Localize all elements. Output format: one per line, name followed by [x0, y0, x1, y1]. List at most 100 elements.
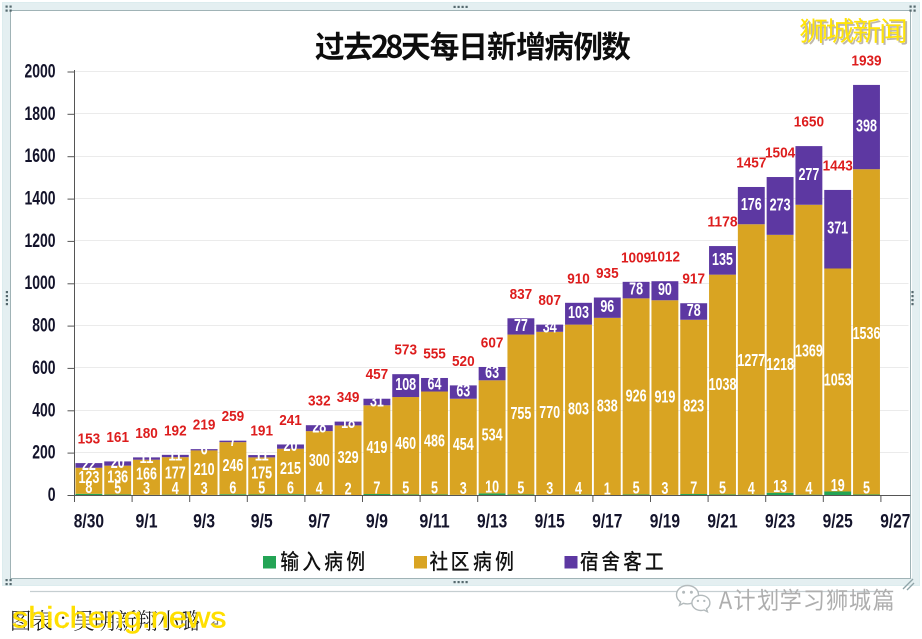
svg-text:31: 31: [370, 391, 384, 411]
svg-text:18: 18: [341, 412, 355, 432]
svg-text:926: 926: [626, 386, 647, 406]
svg-text:1536: 1536: [853, 323, 881, 343]
svg-text:13: 13: [773, 476, 787, 496]
svg-text:9/27: 9/27: [880, 512, 910, 533]
svg-text:919: 919: [654, 387, 675, 407]
svg-text:9/9: 9/9: [366, 512, 388, 533]
svg-text:2: 2: [345, 478, 352, 498]
svg-text:90: 90: [658, 279, 672, 299]
svg-text:9/19: 9/19: [650, 512, 680, 533]
svg-text:246: 246: [222, 455, 243, 475]
svg-text:78: 78: [687, 300, 701, 320]
svg-text:1009: 1009: [621, 249, 651, 266]
svg-text:6: 6: [287, 478, 294, 498]
svg-text:5: 5: [114, 478, 121, 498]
svg-text:457: 457: [366, 366, 389, 383]
svg-text:64: 64: [428, 373, 442, 393]
svg-text:103: 103: [568, 302, 589, 322]
svg-text:19: 19: [831, 475, 845, 495]
svg-text:153: 153: [78, 431, 101, 448]
svg-text:935: 935: [596, 265, 619, 282]
svg-text:419: 419: [366, 437, 387, 457]
svg-text:917: 917: [682, 271, 705, 288]
svg-text:823: 823: [683, 396, 704, 416]
svg-text:9/3: 9/3: [193, 512, 215, 533]
svg-text:8: 8: [85, 477, 92, 497]
svg-text:4: 4: [575, 478, 582, 498]
svg-text:1800: 1800: [25, 104, 56, 125]
svg-text:1218: 1218: [766, 354, 794, 374]
svg-text:1038: 1038: [709, 374, 737, 394]
svg-text:460: 460: [395, 433, 416, 453]
svg-text:191: 191: [250, 423, 273, 440]
svg-text:210: 210: [194, 459, 215, 479]
svg-text:573: 573: [394, 342, 417, 359]
svg-text:0: 0: [48, 485, 56, 506]
svg-text:9/11: 9/11: [419, 512, 450, 533]
svg-text:1178: 1178: [707, 214, 737, 231]
svg-text:803: 803: [568, 398, 589, 418]
svg-text:1650: 1650: [794, 114, 824, 131]
svg-text:9/1: 9/1: [136, 512, 158, 533]
svg-text:4: 4: [805, 478, 812, 498]
svg-text:837: 837: [510, 286, 533, 303]
svg-text:371: 371: [827, 218, 848, 238]
svg-text:177: 177: [165, 462, 186, 482]
svg-text:215: 215: [280, 458, 301, 478]
svg-text:5: 5: [431, 478, 438, 498]
svg-text:219: 219: [193, 417, 216, 434]
svg-text:800: 800: [32, 316, 55, 337]
svg-text:161: 161: [106, 429, 129, 446]
svg-text:910: 910: [567, 270, 590, 287]
svg-text:5: 5: [517, 478, 524, 498]
svg-text:28: 28: [312, 417, 326, 437]
svg-text:755: 755: [510, 403, 531, 423]
svg-text:123: 123: [78, 467, 99, 487]
svg-text:5: 5: [719, 478, 726, 498]
svg-text:3: 3: [546, 478, 553, 498]
svg-text:108: 108: [395, 374, 416, 394]
svg-text:1200: 1200: [25, 231, 56, 252]
svg-text:9/7: 9/7: [308, 512, 330, 533]
svg-text:192: 192: [164, 422, 187, 439]
svg-text:20: 20: [111, 452, 125, 472]
svg-text:486: 486: [424, 431, 445, 451]
svg-text:8/30: 8/30: [74, 512, 104, 533]
svg-text:11: 11: [255, 445, 269, 465]
svg-text:6: 6: [201, 438, 208, 458]
svg-text:1600: 1600: [25, 146, 56, 167]
svg-text:7: 7: [373, 477, 380, 497]
svg-text:5: 5: [863, 478, 870, 498]
svg-text:10: 10: [485, 477, 499, 497]
svg-text:176: 176: [741, 194, 762, 214]
svg-text:96: 96: [600, 296, 614, 316]
svg-text:3: 3: [460, 478, 467, 498]
svg-text:4: 4: [316, 478, 323, 498]
svg-text:607: 607: [481, 334, 504, 351]
svg-text:3: 3: [661, 478, 668, 498]
svg-text:77: 77: [514, 315, 528, 335]
svg-text:398: 398: [856, 116, 877, 136]
svg-text:1: 1: [604, 479, 611, 499]
svg-text:241: 241: [279, 412, 302, 429]
svg-text:135: 135: [712, 249, 733, 269]
svg-text:34: 34: [543, 317, 557, 337]
svg-text:11: 11: [168, 445, 182, 465]
svg-text:1277: 1277: [737, 350, 765, 370]
svg-text:2000: 2000: [25, 62, 56, 83]
svg-text:63: 63: [485, 362, 499, 382]
svg-text:7: 7: [229, 430, 236, 450]
svg-text:600: 600: [32, 358, 55, 379]
svg-text:22: 22: [82, 454, 96, 474]
svg-text:175: 175: [251, 462, 272, 482]
svg-text:5: 5: [633, 478, 640, 498]
svg-text:63: 63: [456, 381, 470, 401]
svg-text:7: 7: [690, 477, 697, 497]
svg-text:9/5: 9/5: [251, 512, 273, 533]
svg-text:136: 136: [107, 466, 128, 486]
svg-text:300: 300: [309, 450, 330, 470]
svg-text:78: 78: [629, 279, 643, 299]
svg-text:4: 4: [748, 478, 755, 498]
svg-text:1053: 1053: [824, 370, 852, 390]
svg-text:1443: 1443: [823, 157, 853, 174]
